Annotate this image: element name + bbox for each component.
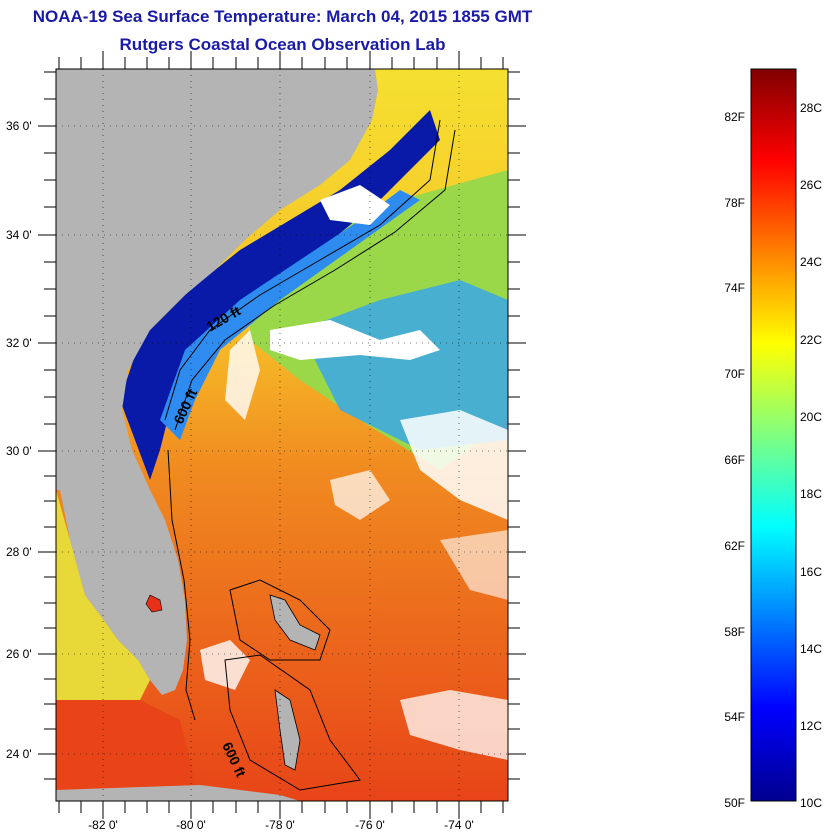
lat-label: 34 0' bbox=[6, 228, 32, 242]
colorbar-c-label: 22C bbox=[800, 333, 822, 347]
lon-label: -74 0' bbox=[444, 818, 474, 832]
depth-contour-bahamas bbox=[224, 654, 361, 791]
colorbar-c-label: 16C bbox=[800, 565, 822, 579]
colorbar-f-label: 66F bbox=[724, 453, 745, 467]
lon-label: -78 0' bbox=[265, 818, 295, 832]
gulf-water bbox=[56, 490, 150, 700]
cloud-patch bbox=[440, 530, 508, 600]
land-mass bbox=[56, 69, 378, 695]
colorbar-f-labels: 82F 78F 74F 70F 66F 62F 58F 54F 50F bbox=[724, 110, 745, 810]
colorbar-f-label: 50F bbox=[724, 796, 745, 810]
map-subtitle: Rutgers Coastal Ocean Observation Lab bbox=[119, 35, 446, 54]
cloud-patch bbox=[400, 410, 508, 520]
cloud-patch bbox=[320, 185, 390, 225]
colorbar-f-label: 78F bbox=[724, 196, 745, 210]
colorbar-c-label: 18C bbox=[800, 487, 822, 501]
cloud-patch bbox=[330, 470, 390, 520]
cuba-land bbox=[56, 785, 300, 801]
depth-contour-florida bbox=[167, 449, 196, 721]
colorbar-gradient bbox=[750, 68, 797, 802]
colorbar bbox=[750, 68, 797, 802]
lat-label: 32 0' bbox=[6, 336, 32, 350]
colorbar-f-label: 54F bbox=[724, 710, 745, 724]
lat-label: 36 0' bbox=[6, 119, 32, 133]
cool-shelf-water bbox=[160, 190, 420, 440]
graticule bbox=[56, 69, 508, 801]
colorbar-c-label: 28C bbox=[800, 101, 822, 115]
colorbar-f-label: 82F bbox=[724, 110, 745, 124]
lon-label: -76 0' bbox=[355, 818, 385, 832]
lon-label: -80 0' bbox=[176, 818, 206, 832]
colorbar-c-label: 14C bbox=[800, 642, 822, 656]
gulf-warm-water bbox=[56, 700, 200, 801]
colorbar-c-labels: 28C 26C 24C 22C 20C 18C 16C 14C 12C 10C bbox=[800, 101, 822, 810]
cloud-patch bbox=[400, 690, 508, 760]
colorbar-c-label: 20C bbox=[800, 410, 822, 424]
axis-ticks bbox=[38, 51, 526, 819]
lat-label: 30 0' bbox=[6, 444, 32, 458]
depth-contour-120ft bbox=[164, 119, 441, 421]
cloud-patch bbox=[225, 330, 260, 420]
lake-okeechobee bbox=[145, 594, 163, 613]
depth-contour-bahamas bbox=[229, 579, 331, 661]
cloud-patch bbox=[270, 320, 440, 360]
lat-label: 28 0' bbox=[6, 545, 32, 559]
lat-label: 26 0' bbox=[6, 647, 32, 661]
colorbar-f-label: 70F bbox=[724, 367, 745, 381]
lat-label: 24 0' bbox=[6, 747, 32, 761]
colorbar-f-label: 62F bbox=[724, 539, 745, 553]
bahamas-island bbox=[269, 594, 321, 651]
colorbar-c-label: 24C bbox=[800, 255, 822, 269]
ocean-cool-area bbox=[300, 280, 508, 450]
colorbar-f-label: 74F bbox=[724, 281, 745, 295]
colorbar-f-label: 58F bbox=[724, 625, 745, 639]
colorbar-c-label: 10C bbox=[800, 796, 822, 810]
map-frame bbox=[55, 68, 509, 802]
colorbar-c-label: 12C bbox=[800, 719, 822, 733]
depth-contour-600ft bbox=[174, 129, 456, 431]
colorbar-c-label: 26C bbox=[800, 178, 822, 192]
map-title: NOAA-19 Sea Surface Temperature: March 0… bbox=[32, 7, 533, 26]
lon-label: -82 0' bbox=[88, 818, 118, 832]
